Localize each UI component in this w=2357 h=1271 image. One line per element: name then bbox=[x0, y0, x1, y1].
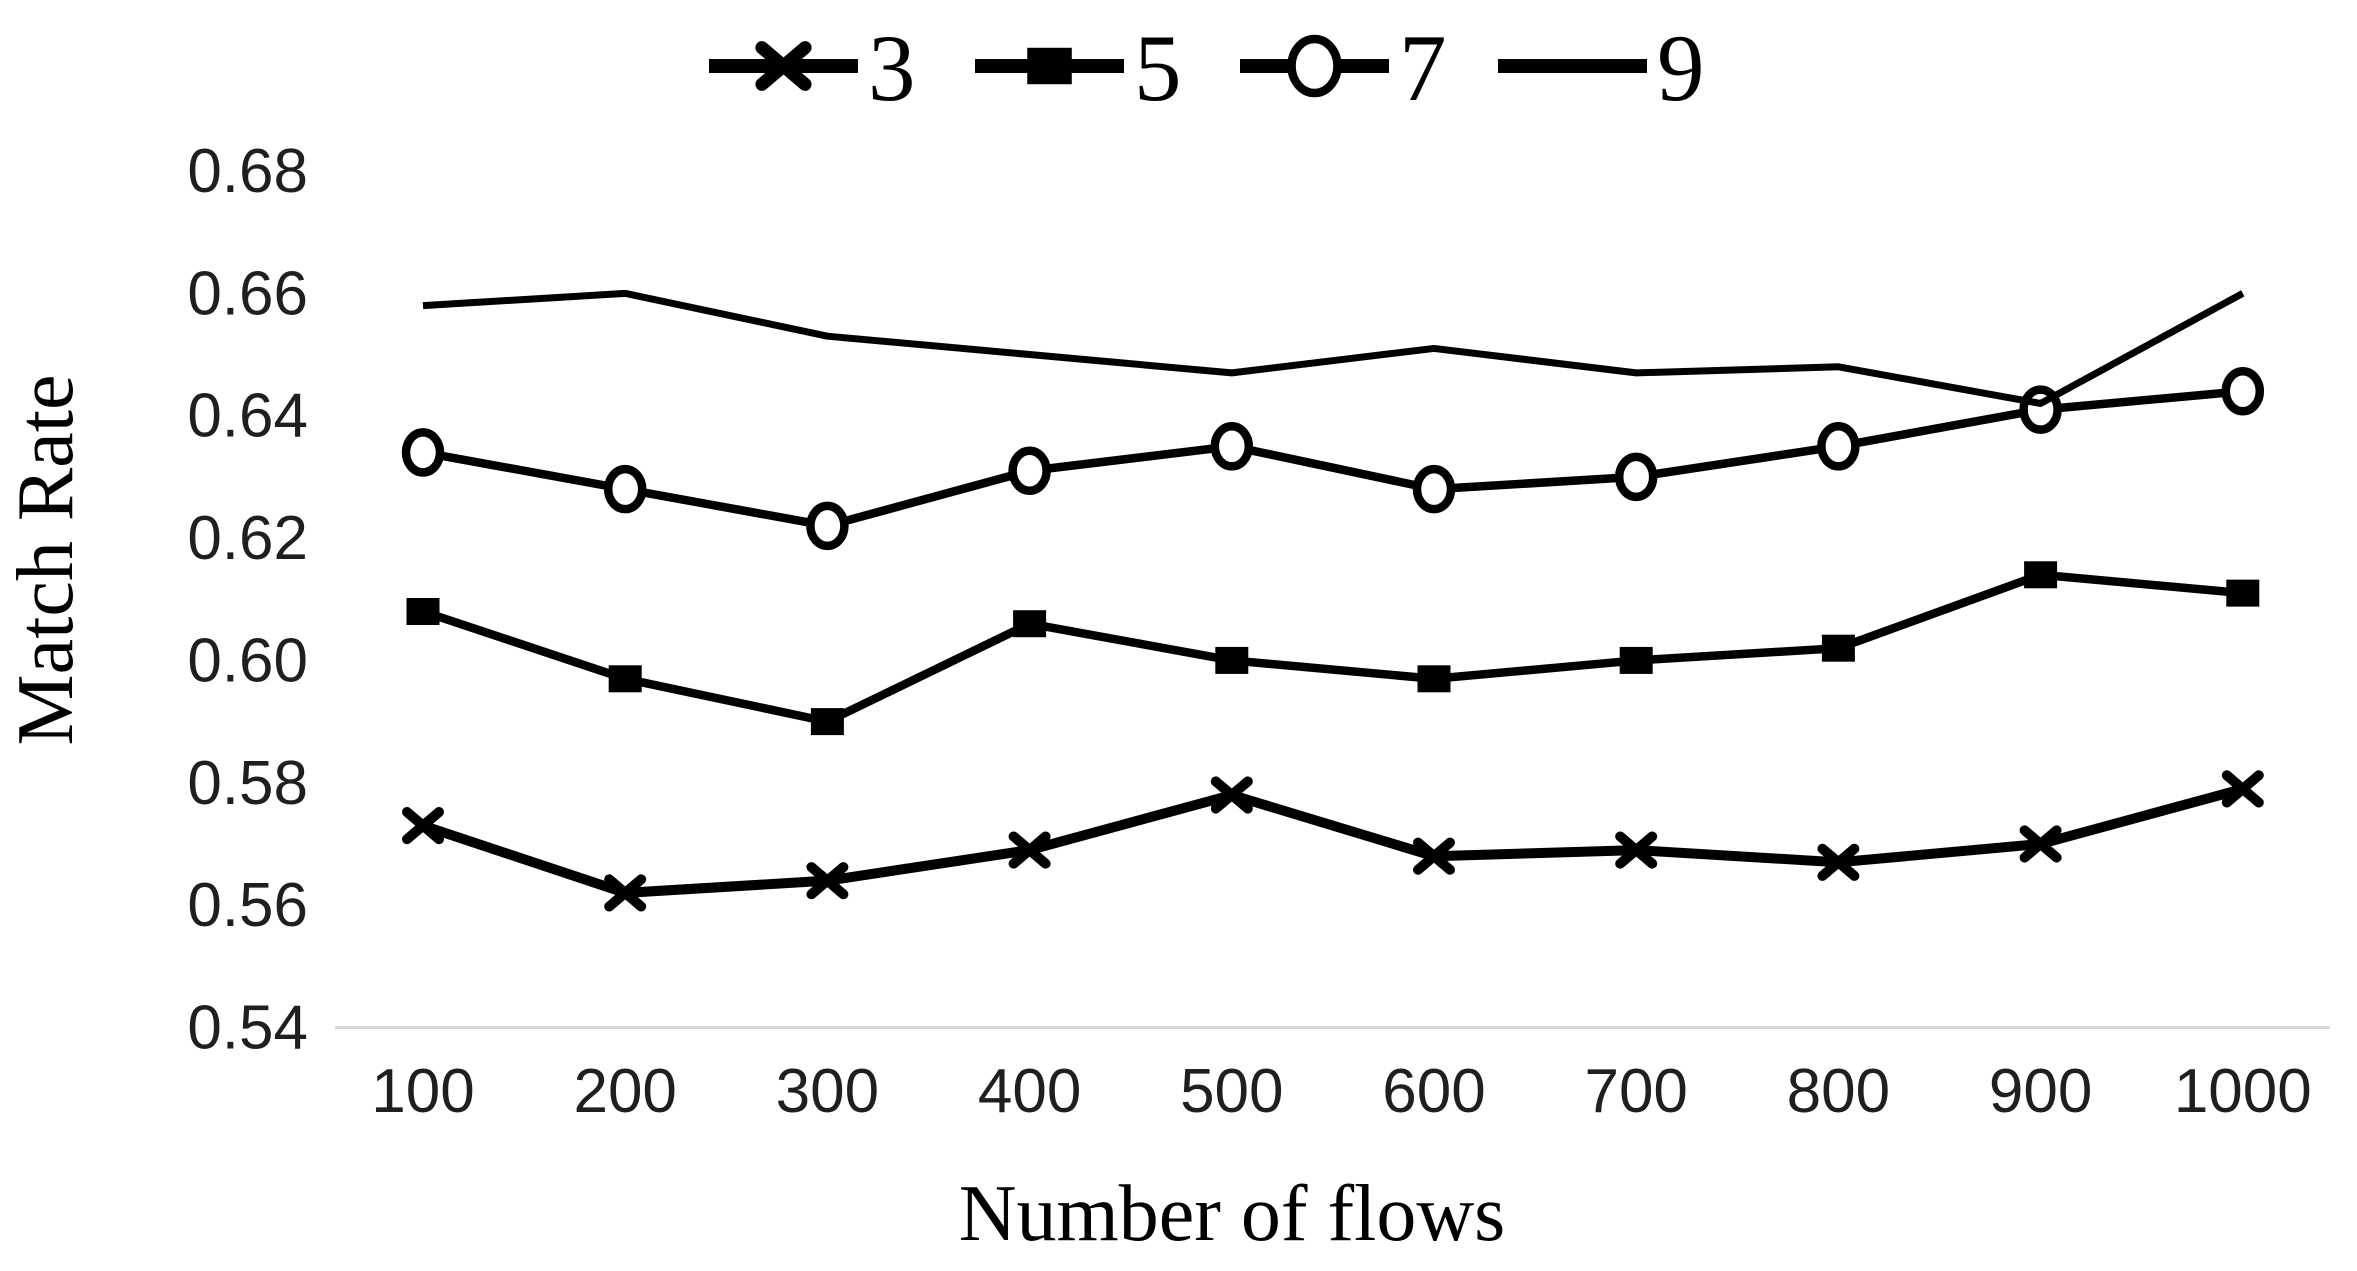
x-marker bbox=[806, 862, 849, 900]
x-tick-label: 1000 bbox=[2174, 1057, 2312, 1126]
legend-label: 7 bbox=[1399, 15, 1447, 121]
x-marker bbox=[1413, 837, 1455, 875]
series-layer bbox=[401, 289, 2265, 912]
x-marker bbox=[2221, 770, 2264, 808]
square-marker bbox=[1417, 665, 1451, 693]
series-line-3 bbox=[421, 784, 2245, 898]
series-line-9 bbox=[422, 289, 2245, 407]
y-tick-label: 0.64 bbox=[187, 382, 308, 451]
series-7 bbox=[401, 366, 2265, 551]
legend-label: 3 bbox=[868, 15, 916, 121]
x-tick-label: 400 bbox=[978, 1057, 1081, 1126]
legend: 3 5 7 9 bbox=[709, 15, 1705, 121]
square-marker bbox=[406, 597, 440, 625]
square-marker bbox=[608, 665, 642, 693]
legend-item-5: 5 bbox=[975, 15, 1182, 121]
x-axis-title: Number of flows bbox=[959, 1170, 1506, 1258]
legend-item-9: 9 bbox=[1498, 15, 1705, 121]
x-marker bbox=[402, 807, 444, 845]
x-marker bbox=[1817, 843, 1860, 881]
circle-marker bbox=[401, 428, 445, 477]
square-marker bbox=[1013, 610, 1047, 638]
square-marker bbox=[1215, 646, 1249, 674]
circle-marker bbox=[603, 464, 647, 514]
series-line-7 bbox=[422, 387, 2244, 531]
circle-marker bbox=[1817, 422, 1860, 471]
x-tick-label: 700 bbox=[1584, 1057, 1687, 1126]
x-marker bbox=[604, 874, 647, 912]
x-marker bbox=[1615, 831, 1658, 869]
square-marker bbox=[2024, 561, 2058, 589]
y-tick-label: 0.56 bbox=[187, 871, 308, 940]
x-tick-labels: 100 200 300 400 500 600 700 800 900 1000 bbox=[371, 1057, 2311, 1126]
square-marker bbox=[810, 708, 844, 736]
x-tick-label: 200 bbox=[573, 1057, 676, 1126]
series-5 bbox=[406, 561, 2260, 736]
legend-label: 9 bbox=[1657, 15, 1705, 121]
circle-marker bbox=[806, 501, 849, 551]
x-marker bbox=[2019, 825, 2062, 863]
x-tick-label: 500 bbox=[1180, 1057, 1283, 1126]
circle-marker bbox=[1287, 34, 1342, 98]
x-marker bbox=[1008, 831, 1051, 869]
circle-marker bbox=[1008, 446, 1051, 496]
square-marker bbox=[2226, 579, 2260, 607]
square-marker bbox=[1821, 634, 1855, 662]
circle-marker bbox=[1614, 452, 1658, 502]
y-tick-label: 0.68 bbox=[187, 137, 308, 206]
circle-marker bbox=[2221, 366, 2265, 416]
x-marker bbox=[755, 41, 812, 91]
legend-item-7: 7 bbox=[1240, 15, 1447, 121]
y-axis-title: Match Rate bbox=[2, 375, 90, 746]
y-tick-label: 0.58 bbox=[187, 749, 308, 818]
square-marker bbox=[1027, 47, 1072, 85]
circle-marker bbox=[1210, 422, 1254, 471]
x-tick-label: 900 bbox=[1989, 1057, 2092, 1126]
legend-label: 5 bbox=[1134, 15, 1182, 121]
circle-marker bbox=[1412, 464, 1456, 514]
y-tick-label: 0.66 bbox=[187, 259, 308, 328]
x-marker bbox=[1210, 776, 1253, 814]
series-3 bbox=[402, 770, 2264, 912]
square-marker bbox=[1619, 646, 1653, 674]
x-tick-label: 100 bbox=[371, 1057, 474, 1126]
y-tick-labels: 0.68 0.66 0.64 0.62 0.60 0.58 0.56 0.54 bbox=[187, 137, 308, 1063]
x-tick-label: 300 bbox=[776, 1057, 879, 1126]
y-tick-label: 0.54 bbox=[187, 994, 308, 1063]
series-9 bbox=[422, 289, 2245, 407]
legend-item-3: 3 bbox=[709, 15, 916, 121]
y-tick-label: 0.60 bbox=[187, 626, 308, 695]
y-tick-label: 0.62 bbox=[187, 504, 308, 573]
x-tick-label: 800 bbox=[1787, 1057, 1890, 1126]
x-tick-label: 600 bbox=[1382, 1057, 1485, 1126]
series-line-5 bbox=[421, 570, 2244, 726]
